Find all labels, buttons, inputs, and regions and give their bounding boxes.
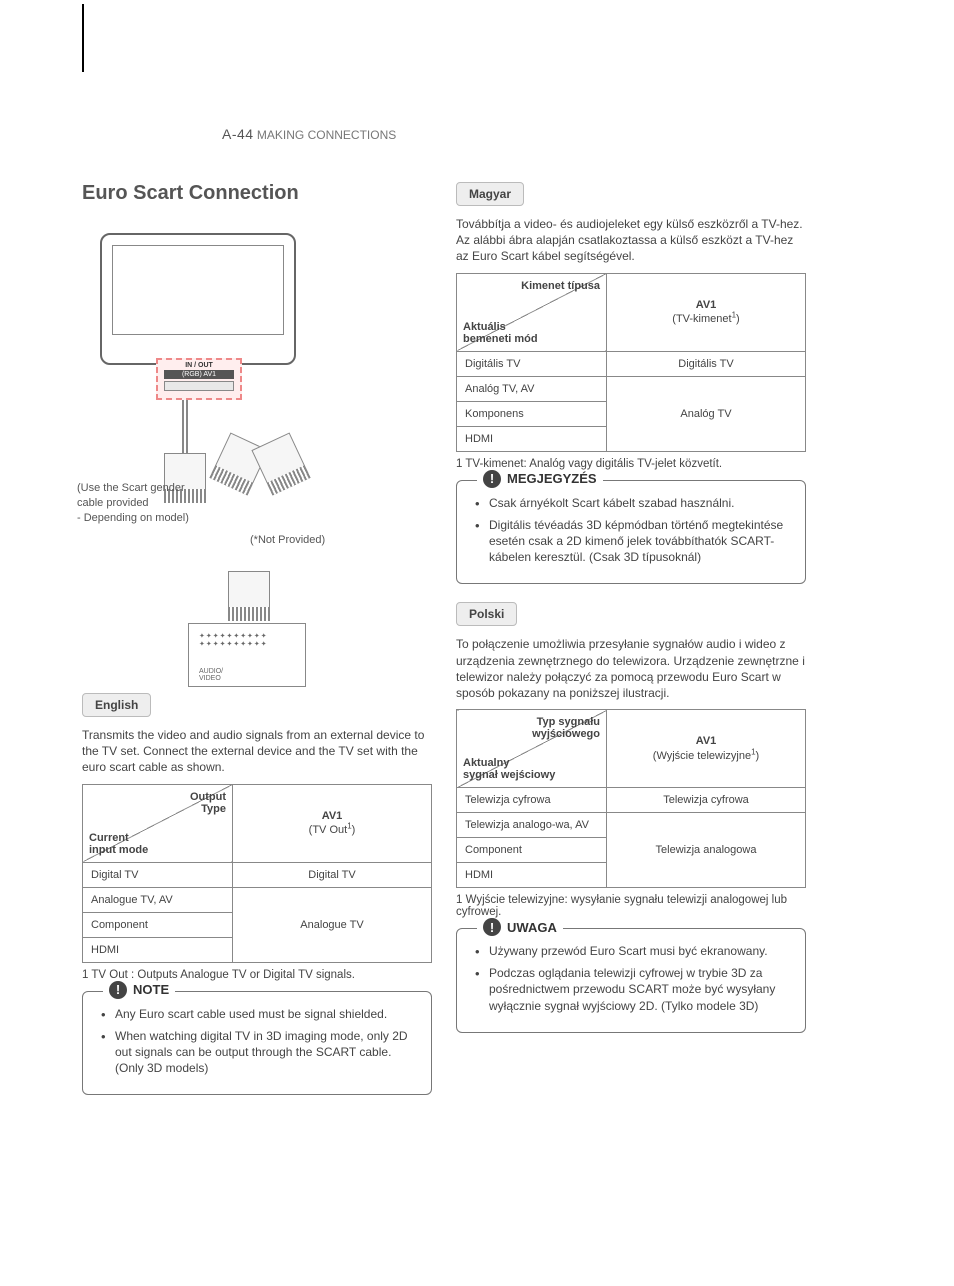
table-cell-mode: HDMI — [457, 426, 607, 451]
table-cell-output: Digital TV — [233, 862, 432, 887]
note-box: !UWAGAUżywany przewód Euro Scart musi by… — [456, 928, 806, 1033]
external-device-icon: ✦✦✦✦✦✦✦✦✦✦ ✦✦✦✦✦✦✦✦✦✦ AUDIO/ VIDEO — [188, 623, 306, 687]
output-table: Kimenet típusa Aktuális bemeneti mód AV1(T… — [456, 273, 806, 452]
table-cell-mode: Digital TV — [83, 862, 233, 887]
scart-port-icon: IN / OUT (RGB) AV1 — [156, 358, 242, 400]
header-section: MAKING CONNECTIONS — [257, 128, 396, 142]
note-title: ! MEGJEGYZÉS — [477, 470, 603, 488]
note-box: !NOTEAny Euro scart cable used must be s… — [82, 991, 432, 1096]
right-column: Magyar Továbbítja a video- és audiojeleke… — [456, 182, 806, 1113]
note-item: Csak árnyékolt Scart kábelt szabad haszn… — [475, 495, 791, 511]
tv-icon — [100, 233, 296, 365]
scart-slot-icon — [164, 381, 234, 391]
note-item: Podczas oglądania telewizji cyfrowej w t… — [475, 965, 791, 1014]
corner-bottom-label: Current input mode — [89, 832, 148, 856]
table-footnote: 1 Wyjście telewizyjne: wysyłanie sygnału… — [456, 894, 806, 918]
table-row: Analogue TV, AVAnalogue TV — [83, 887, 432, 912]
note-item: Używany przewód Euro Scart musi być ekra… — [475, 943, 791, 959]
corner-bottom-label: Aktualny sygnał wejściowy — [463, 757, 555, 781]
not-provided-note: (*Not Provided) — [250, 533, 325, 548]
table-cell-output: Telewizja analogowa — [607, 813, 806, 888]
table-cell-mode: HDMI — [83, 937, 233, 962]
connection-diagram: IN / OUT (RGB) AV1 (Use the Scart gender… — [82, 233, 412, 693]
table-cell-output: Telewizja cyfrowa — [607, 788, 806, 813]
note-title: ! NOTE — [103, 981, 175, 999]
note-item: Digitális tévéadás 3D képmódban történő … — [475, 517, 791, 566]
intro-text: Továbbítja a video- és audiojeleket egy … — [456, 216, 806, 265]
note-list: Używany przewód Euro Scart musi być ekra… — [471, 943, 791, 1014]
table-cell-mode: Component — [457, 838, 607, 863]
corner-bottom-label: Aktuális bemeneti mód — [463, 321, 538, 345]
gender-cable-note: (Use the Scart gender cable provided - D… — [77, 481, 189, 526]
table-corner-cell: Kimenet típusa Aktuális bemeneti mód — [457, 273, 607, 351]
table-column-header: AV1(Wyjście telewizyjne1) — [607, 710, 806, 788]
table-row: Digital TVDigital TV — [83, 862, 432, 887]
cable-icon — [182, 400, 188, 460]
table-cell-mode: Telewizja cyfrowa — [457, 788, 607, 813]
table-cell-mode: Telewizja analogo-wa, AV — [457, 813, 607, 838]
output-table: Output Type Current input mode AV1(TV Out1… — [82, 784, 432, 963]
note-box: !MEGJEGYZÉSCsak árnyékolt Scart kábelt s… — [456, 480, 806, 585]
table-column-header: AV1(TV-kimenet1) — [607, 273, 806, 351]
language-tag: English — [82, 693, 151, 717]
exclamation-icon: ! — [483, 918, 501, 936]
language-tag: Polski — [456, 602, 517, 626]
table-cell-mode: Analóg TV, AV — [457, 376, 607, 401]
corner-top-label: Output Type — [190, 791, 226, 815]
table-cell-mode: Analogue TV, AV — [83, 887, 233, 912]
table-cell-mode: Komponens — [457, 401, 607, 426]
language-tag: Magyar — [456, 182, 524, 206]
note-item: When watching digital TV in 3D imaging m… — [101, 1028, 417, 1077]
note-title-text: UWAGA — [507, 920, 557, 935]
port-io-label: IN / OUT — [158, 362, 240, 369]
page: A-44 MAKING CONNECTIONS Euro Scart Conne… — [82, 4, 846, 1113]
note-title-text: NOTE — [133, 982, 169, 997]
corner-top-label: Kimenet típusa — [521, 280, 600, 292]
device-label: AUDIO/ VIDEO — [199, 668, 223, 682]
note-item: Any Euro scart cable used must be signal… — [101, 1006, 417, 1022]
intro-text: Transmits the video and audio signals fr… — [82, 727, 432, 776]
note-list: Any Euro scart cable used must be signal… — [97, 1006, 417, 1077]
table-row: Digitális TVDigitális TV — [457, 351, 806, 376]
table-column-header: AV1(TV Out1) — [233, 784, 432, 862]
note-title: ! UWAGA — [477, 918, 563, 936]
table-cell-mode: Component — [83, 912, 233, 937]
lang-block-polski: Polski To połączenie umożliwia przesyłani… — [456, 602, 806, 1033]
table-footnote: 1 TV-kimenet: Analóg vagy digitális TV-j… — [456, 458, 806, 470]
left-column: Euro Scart Connection IN / OUT (RGB) AV1… — [82, 182, 432, 1113]
scart-plug-icon — [228, 571, 270, 621]
table-corner-cell: Output Type Current input mode — [83, 784, 233, 862]
table-cell-output: Analogue TV — [233, 887, 432, 962]
lang-block-english: English Transmits the video and audio sig… — [82, 693, 432, 1095]
port-av1-label: (RGB) AV1 — [164, 370, 234, 379]
page-number: A-44 — [222, 126, 254, 142]
output-table: Typ sygnału wyjściowego Aktualny sygnał w… — [456, 709, 806, 888]
scart-plug-icon — [251, 432, 310, 495]
note-list: Csak árnyékolt Scart kábelt szabad haszn… — [471, 495, 791, 566]
lang-block-magyar: Magyar Továbbítja a video- és audiojeleke… — [456, 182, 806, 584]
running-header: A-44 MAKING CONNECTIONS — [222, 126, 396, 142]
table-cell-mode: Digitális TV — [457, 351, 607, 376]
device-grill: ✦✦✦✦✦✦✦✦✦✦ ✦✦✦✦✦✦✦✦✦✦ — [199, 632, 268, 648]
exclamation-icon: ! — [483, 470, 501, 488]
table-row: Telewizja analogo-wa, AVTelewizja analog… — [457, 813, 806, 838]
table-cell-mode: HDMI — [457, 863, 607, 888]
corner-top-label: Typ sygnału wyjściowego — [532, 716, 600, 740]
table-cell-output: Analóg TV — [607, 376, 806, 451]
table-row: Analóg TV, AVAnalóg TV — [457, 376, 806, 401]
table-footnote: 1 TV Out : Outputs Analogue TV or Digita… — [82, 969, 432, 981]
table-cell-output: Digitális TV — [607, 351, 806, 376]
table-corner-cell: Typ sygnału wyjściowego Aktualny sygnał w… — [457, 710, 607, 788]
note-title-text: MEGJEGYZÉS — [507, 471, 597, 486]
table-row: Telewizja cyfrowaTelewizja cyfrowa — [457, 788, 806, 813]
intro-text: To połączenie umożliwia przesyłanie sygn… — [456, 636, 806, 701]
exclamation-icon: ! — [109, 981, 127, 999]
section-title: Euro Scart Connection — [82, 182, 432, 205]
